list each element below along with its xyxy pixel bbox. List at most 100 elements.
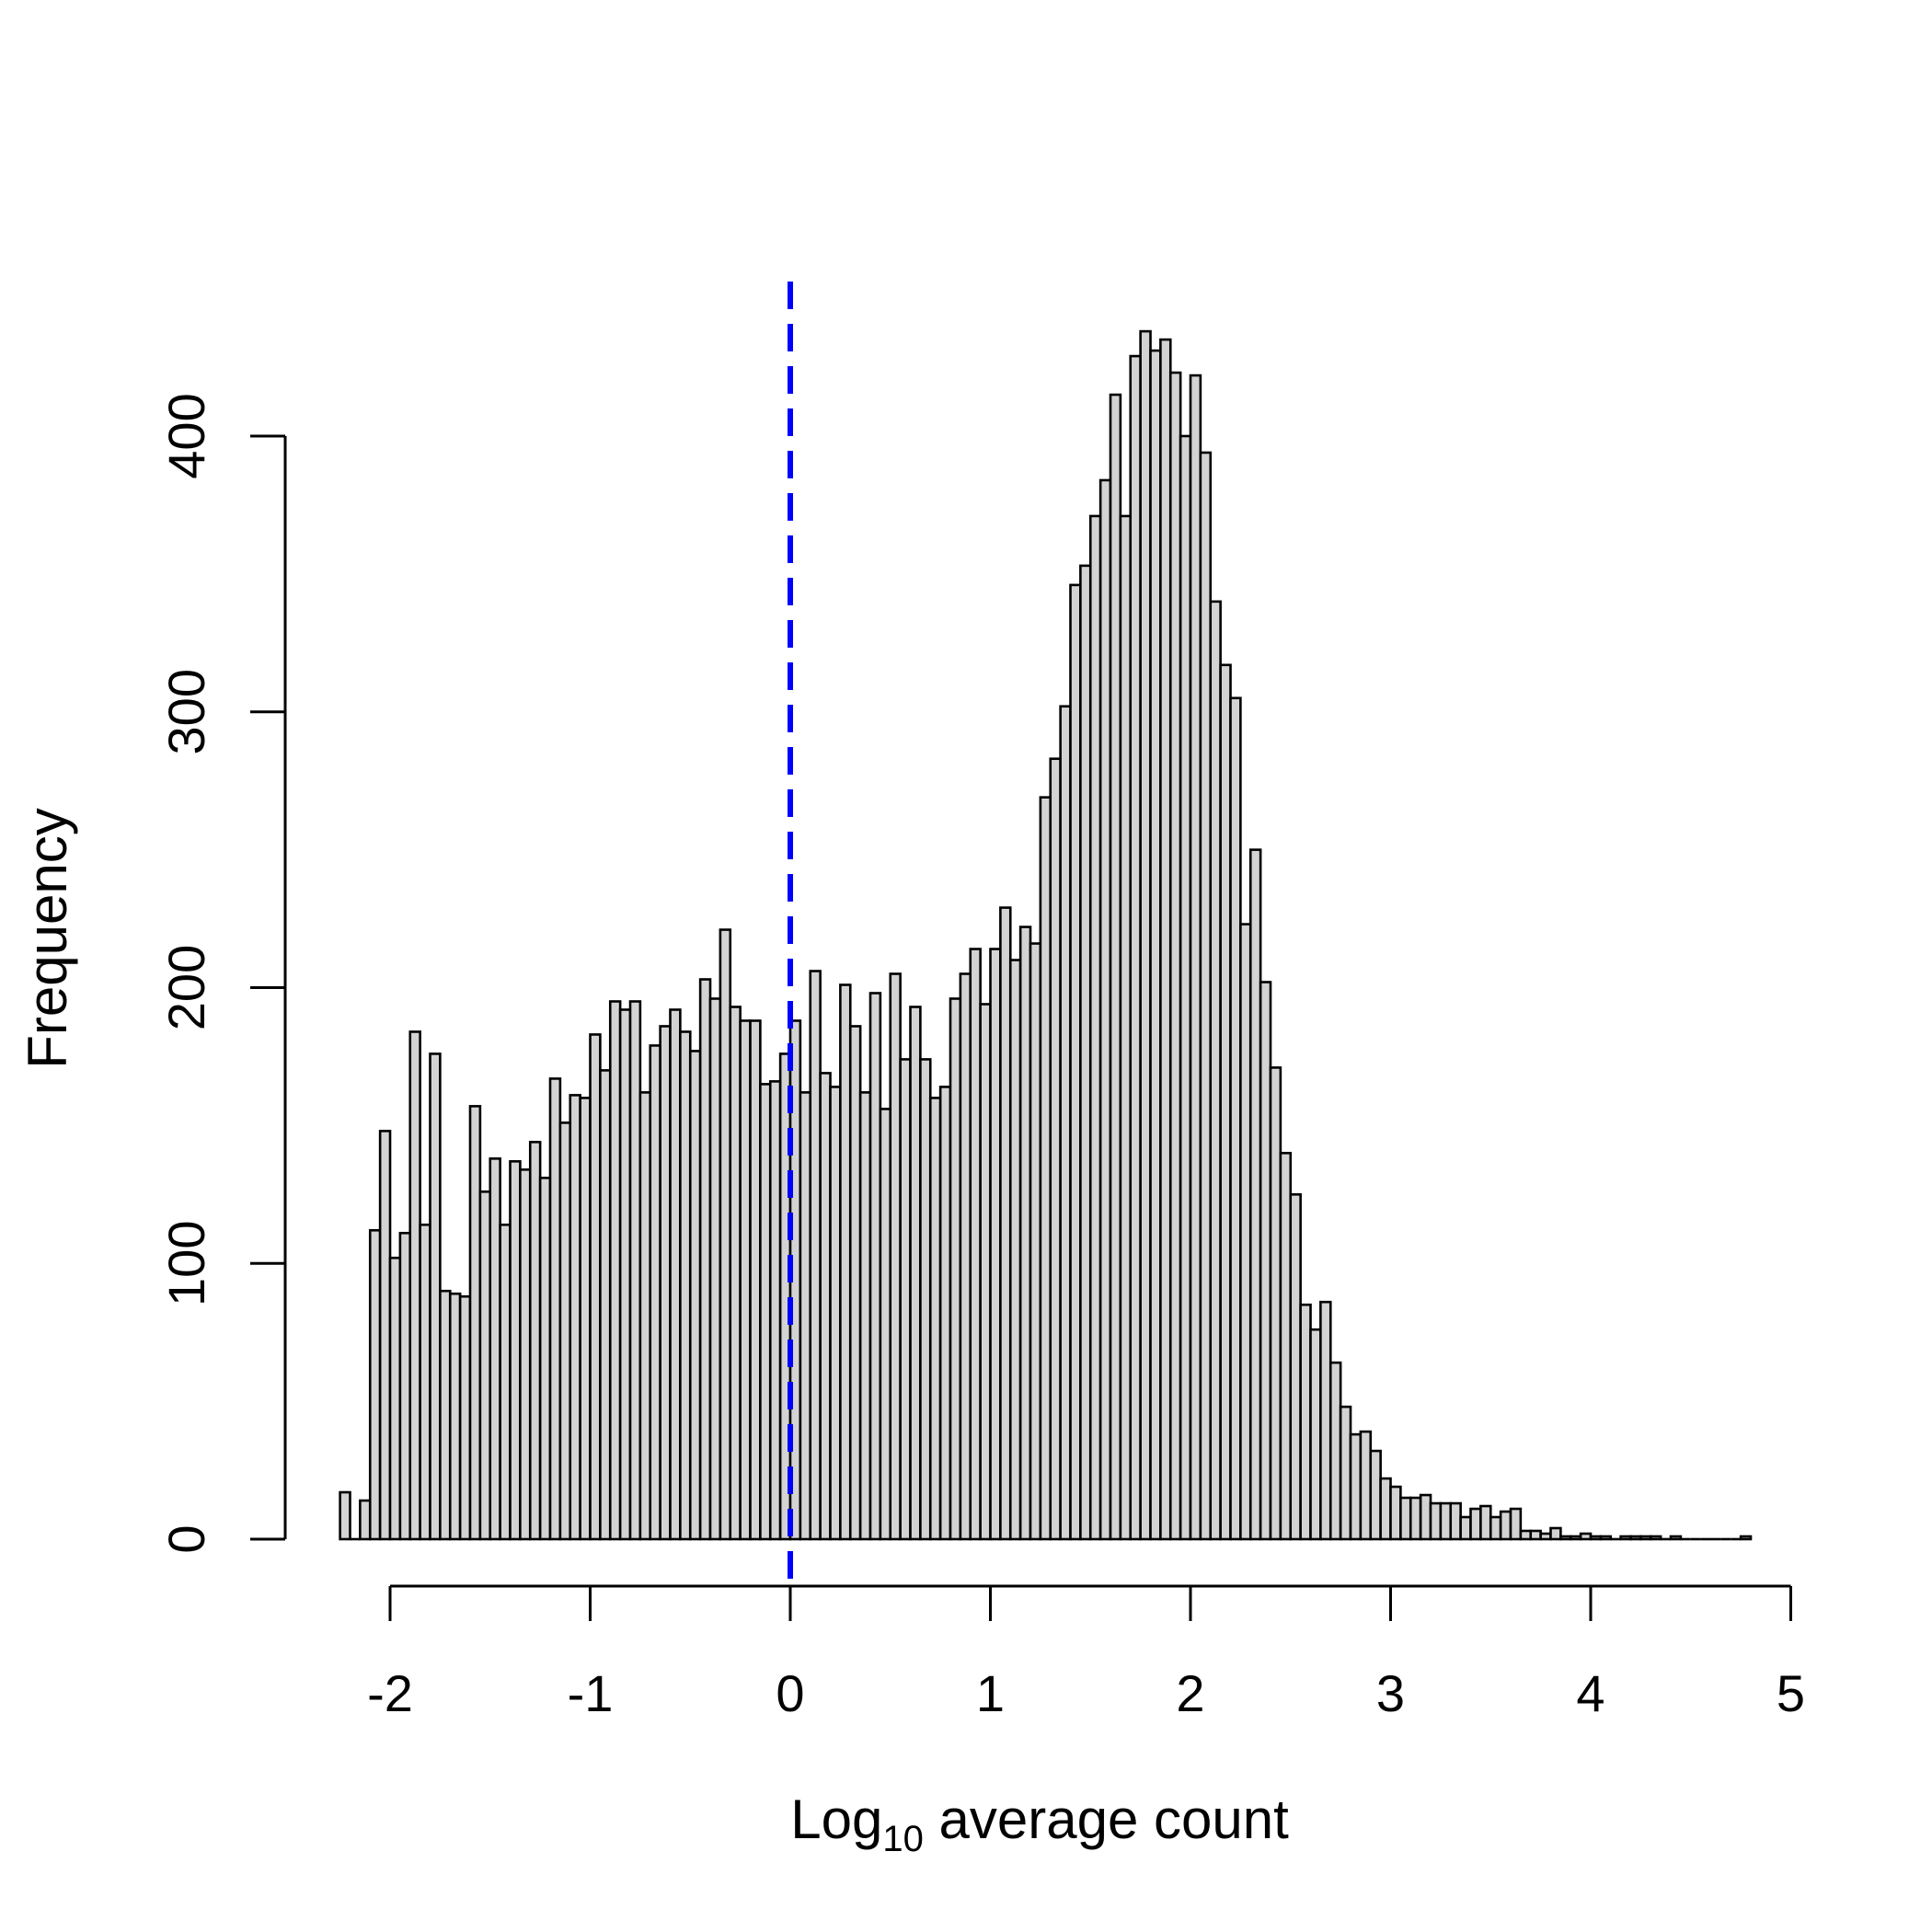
histogram-bar [1589, 1535, 1603, 1541]
histogram-bar [1279, 1152, 1293, 1541]
histogram-bar [599, 1069, 612, 1541]
histogram-bar [759, 1083, 772, 1541]
histogram-bar [569, 1094, 581, 1541]
histogram-bar [1419, 1493, 1432, 1541]
histogram-bar [528, 1141, 542, 1541]
histogram-bar [1029, 942, 1042, 1541]
histogram-bar [999, 906, 1012, 1541]
histogram-bar [419, 1223, 431, 1541]
histogram-bar [489, 1157, 501, 1541]
histogram-bar [1088, 514, 1102, 1541]
histogram-bar [688, 1050, 702, 1541]
histogram-bar [1299, 1303, 1312, 1541]
histogram-bar [899, 1058, 912, 1541]
histogram-bar [1439, 1501, 1453, 1541]
y-tick-label: 200 [157, 945, 215, 1030]
histogram-bar [848, 1025, 862, 1541]
histogram-bar [1018, 926, 1032, 1541]
histogram-bar [1289, 1193, 1302, 1541]
histogram-bar [618, 1008, 632, 1541]
histogram-bar [499, 1223, 512, 1541]
x-tick-label: 4 [1576, 1664, 1604, 1722]
histogram-bar [1669, 1535, 1683, 1541]
histogram-bar [1389, 1485, 1402, 1541]
histogram-bar [858, 1091, 872, 1541]
histogram-bar [1469, 1507, 1482, 1541]
histogram-bar [839, 983, 852, 1541]
x-tick-label: 3 [1376, 1664, 1405, 1722]
histogram-bar [628, 1000, 642, 1541]
histogram-bar [1549, 1526, 1562, 1541]
histogram-bar [1499, 1510, 1512, 1541]
histogram-bar [698, 978, 712, 1541]
histogram-bar [1168, 371, 1182, 1541]
histogram-bar [1309, 1328, 1322, 1541]
histogram-bar [1579, 1532, 1593, 1541]
y-tick-label: 100 [157, 1221, 215, 1306]
histogram-bar [368, 1228, 382, 1541]
y-tick-label: 0 [157, 1524, 215, 1553]
histogram-bar [1059, 705, 1072, 1541]
histogram-bar [879, 1108, 892, 1541]
histogram-bar [439, 1289, 452, 1541]
histogram-bar [1259, 981, 1272, 1541]
histogram-bar [608, 1000, 622, 1541]
histogram-bar [429, 1052, 442, 1541]
histogram-bar [478, 1190, 492, 1541]
histogram-bar [1429, 1501, 1443, 1541]
histogram-bar [558, 1121, 572, 1541]
histogram-bar [708, 997, 722, 1541]
histogram-bars [339, 329, 1753, 1541]
histogram-bar [949, 997, 962, 1541]
histogram-bar [729, 1006, 742, 1541]
histogram-bar [1409, 1496, 1422, 1541]
histogram-bar [979, 1003, 992, 1541]
histogram-bar [378, 1130, 392, 1541]
histogram-bar [509, 1160, 522, 1541]
histogram-bar [1619, 1535, 1632, 1541]
histogram-bar [1159, 338, 1172, 1541]
histogram-bar [1049, 757, 1062, 1541]
x-tick-label: 1 [976, 1664, 1005, 1722]
histogram-bar [1328, 1361, 1342, 1541]
x-axis-title-rest: average count [924, 1788, 1289, 1850]
histogram-bar [1519, 1529, 1533, 1541]
histogram-bar [809, 970, 822, 1541]
y-axis: 0 100 200 300 400 [157, 393, 287, 1554]
histogram-bar [1459, 1515, 1472, 1541]
histogram-bar [928, 1097, 942, 1541]
histogram-bar [1379, 1477, 1392, 1541]
x-axis-title: Log10 average count [790, 1788, 1289, 1859]
histogram-bar [659, 1025, 672, 1541]
histogram-bar [638, 1091, 652, 1541]
histogram-bar [1229, 696, 1242, 1541]
histogram-bar [1559, 1535, 1572, 1541]
y-tick-label: 400 [157, 393, 215, 478]
histogram-bar [579, 1097, 592, 1541]
histogram-bar [1209, 600, 1222, 1541]
histogram-bar [1179, 434, 1192, 1541]
histogram-bar [1629, 1535, 1642, 1541]
histogram-bar [1119, 514, 1133, 1541]
histogram-bar [1349, 1432, 1363, 1541]
y-axis-title: Frequency [17, 808, 78, 1068]
histogram-bar [548, 1077, 562, 1541]
histogram-bar [1269, 1066, 1282, 1541]
histogram-bar [398, 1231, 412, 1541]
histogram-bar [1039, 796, 1052, 1541]
histogram-bar [669, 1008, 682, 1541]
x-axis: -2 -1 0 1 2 3 4 5 [367, 1584, 1805, 1722]
histogram-bar [909, 1006, 922, 1541]
histogram-bar [768, 1080, 782, 1541]
histogram-bar [1359, 1430, 1373, 1541]
histogram-bar [1369, 1449, 1382, 1541]
x-tick-label: -2 [367, 1664, 413, 1722]
histogram-bar [589, 1033, 602, 1541]
histogram-bar [1079, 564, 1092, 1541]
histogram-bar [868, 992, 882, 1541]
histogram-bar [1489, 1515, 1502, 1541]
histogram-bar [1129, 354, 1142, 1541]
x-tick-label: -1 [568, 1664, 614, 1722]
x-tick-label: 0 [776, 1664, 804, 1722]
